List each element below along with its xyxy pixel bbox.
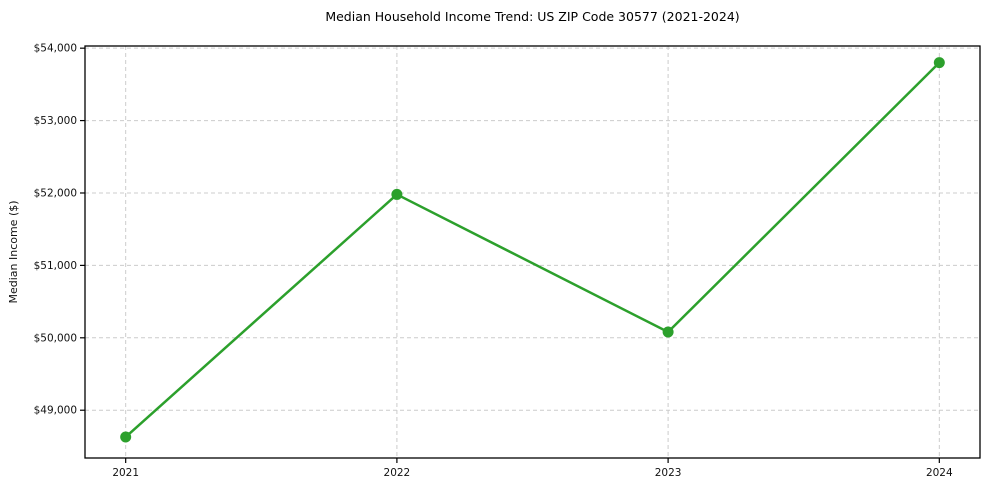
- x-tick-label: 2022: [384, 467, 411, 479]
- y-tick-label: $51,000: [34, 260, 77, 272]
- trend-line: [124, 61, 941, 439]
- y-tick-label: $52,000: [34, 187, 77, 199]
- y-tick-label: $53,000: [34, 115, 77, 127]
- chart-title: Median Household Income Trend: US ZIP Co…: [325, 9, 740, 24]
- y-axis-title: Median Income ($): [7, 200, 20, 303]
- plot-frame: [84, 45, 981, 459]
- x-tick-label: 2023: [655, 467, 682, 479]
- y-tick-label: $49,000: [34, 405, 77, 417]
- x-tick-label: 2024: [926, 467, 953, 479]
- y-tick-label: $54,000: [34, 43, 77, 55]
- y-tick-label: $50,000: [34, 332, 77, 344]
- data-point-2023: [662, 326, 674, 338]
- x-tick-label: 2021: [112, 467, 139, 479]
- data-point-2021: [120, 431, 132, 443]
- data-point-2024: [933, 57, 945, 69]
- data-point-2022: [391, 188, 403, 200]
